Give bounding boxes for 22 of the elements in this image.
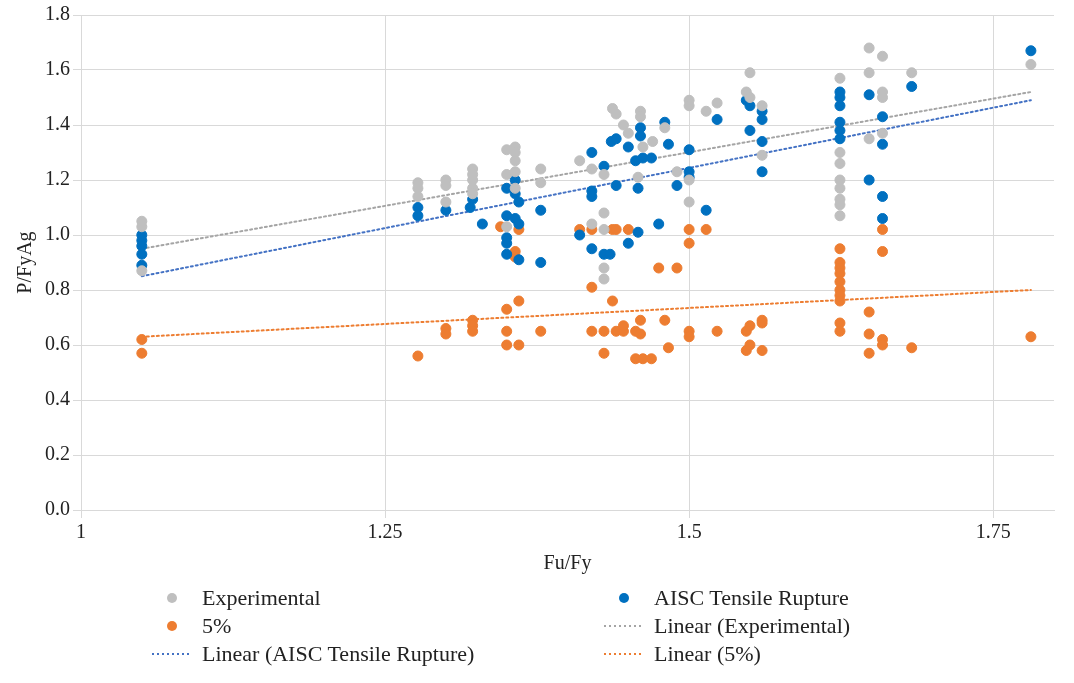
y-tick-label: 1.6 xyxy=(45,57,70,80)
y-tick-label: 1.8 xyxy=(45,2,70,25)
y-axis-title: P/FyAg xyxy=(13,231,37,294)
legend-label: AISC Tensile Rupture xyxy=(654,585,849,611)
legend-label: 5% xyxy=(202,613,232,639)
legend-label: Linear (AISC Tensile Rupture) xyxy=(202,641,475,667)
x-tick-label: 1.25 xyxy=(367,520,403,543)
x-axis-title: Fu/Fy xyxy=(543,551,592,575)
y-tick-label: 1.2 xyxy=(45,167,70,190)
y-tick-label: 0.6 xyxy=(45,332,70,355)
x-tick-label: 1.5 xyxy=(676,520,702,543)
y-tick-label: 0.0 xyxy=(45,497,70,520)
legend-label: Linear (Experimental) xyxy=(654,613,851,639)
y-tick-label: 1.0 xyxy=(45,222,70,245)
x-tick-label: 1 xyxy=(76,520,86,543)
legend-label: Experimental xyxy=(202,585,321,611)
legend-label: Linear (5%) xyxy=(654,641,761,667)
y-tick-label: 1.4 xyxy=(45,112,70,135)
y-tick-label: 0.4 xyxy=(45,387,70,410)
y-tick-label: 0.8 xyxy=(45,277,70,300)
x-tick-label: 1.75 xyxy=(975,520,1011,543)
y-tick-label: 0.2 xyxy=(45,442,70,465)
